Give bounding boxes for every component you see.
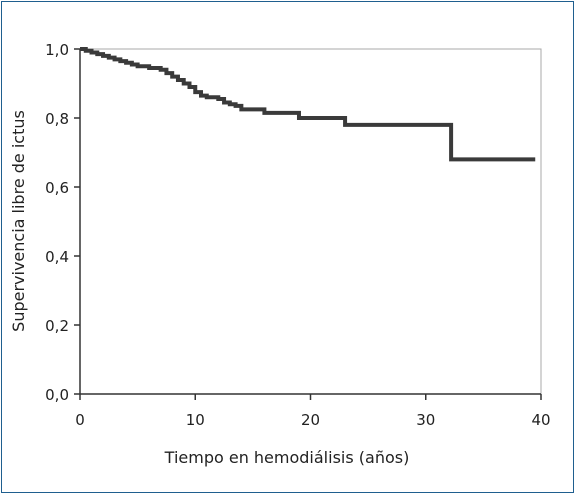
x-tick-label: 20 bbox=[301, 411, 320, 429]
y-tick-label: 0,4 bbox=[45, 248, 69, 266]
x-tick-label: 0 bbox=[75, 411, 85, 429]
x-tick-label: 30 bbox=[416, 411, 435, 429]
x-tick-label: 40 bbox=[531, 411, 550, 429]
y-tick-label: 0,0 bbox=[45, 386, 69, 404]
y-axis-title: Supervivencia libre de ictus bbox=[9, 110, 28, 332]
y-tick-label: 0,8 bbox=[45, 110, 69, 128]
y-tick-label: 0,2 bbox=[45, 317, 69, 335]
y-tick-label: 1,0 bbox=[45, 41, 69, 59]
plot-area-border bbox=[79, 48, 542, 395]
x-axis-title: Tiempo en hemodiálisis (años) bbox=[164, 448, 410, 467]
x-tick-label: 10 bbox=[186, 411, 205, 429]
y-tick-label: 0,6 bbox=[45, 179, 69, 197]
survival-curve bbox=[80, 47, 536, 162]
